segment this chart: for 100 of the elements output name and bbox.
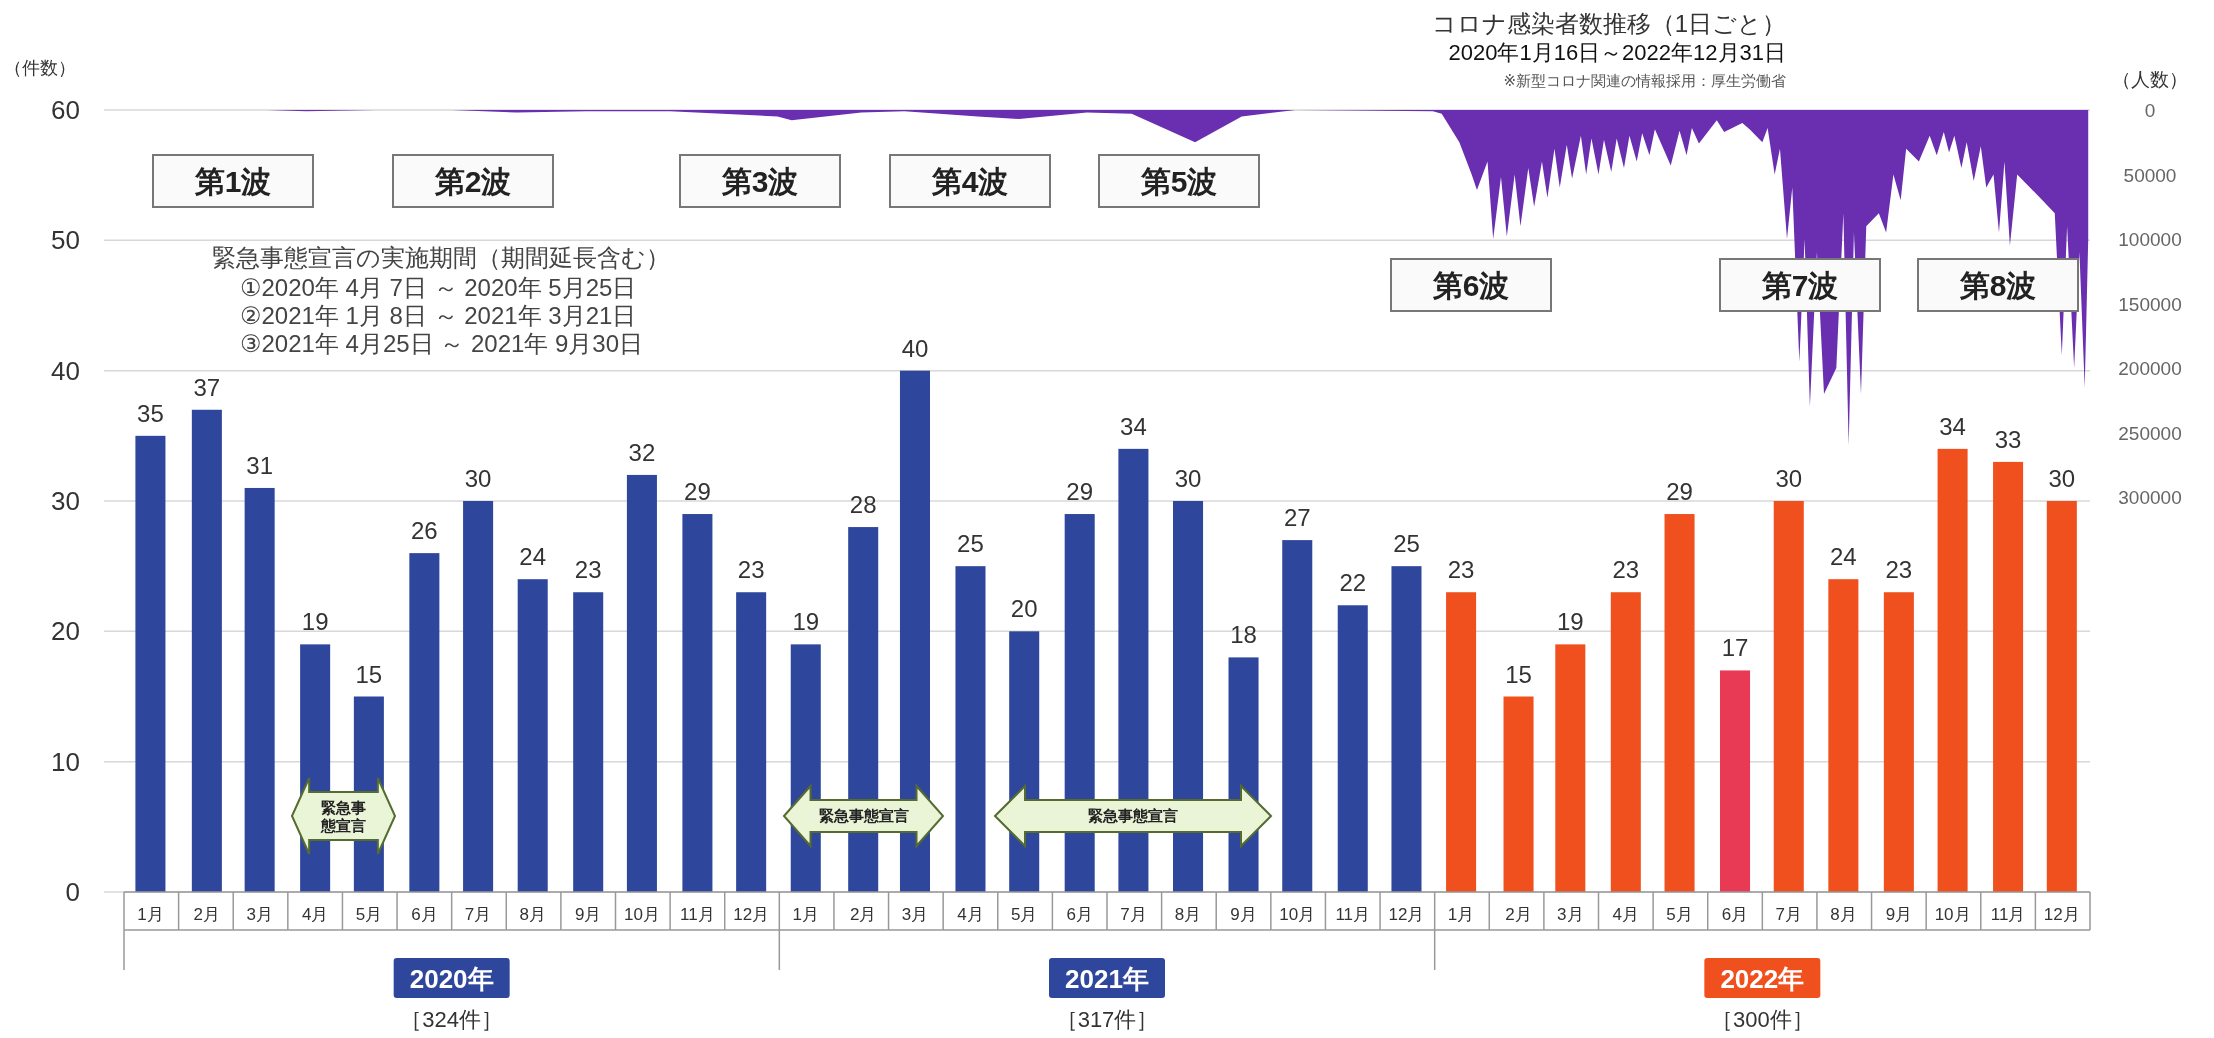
wave-box: 第7波 <box>1719 258 1881 312</box>
x-tick-label: 6月 <box>1066 905 1093 924</box>
x-tick-label: 5月 <box>1666 905 1693 924</box>
data-label: 30 <box>1174 465 1202 492</box>
x-tick-label: 10月 <box>1279 905 1316 924</box>
data-label: 35 <box>137 399 164 427</box>
data-label: 19 <box>1556 608 1584 636</box>
x-tick-label: 4月 <box>1612 905 1640 924</box>
chart-subtitle: 2020年1月16日～2022年12月31日 <box>1448 40 1786 65</box>
y2-tick-label: 100000 <box>2118 229 2182 251</box>
annotation: 第2波 <box>433 165 512 198</box>
annotation: 緊急事態宣言 <box>818 807 909 825</box>
x-tick-label: 4月 <box>301 905 329 924</box>
data-label: 23 <box>1885 556 1913 584</box>
x-tick-label: 6月 <box>1721 905 1749 924</box>
x-tick-label: 2月 <box>193 905 221 924</box>
data-label: 34 <box>1120 412 1147 440</box>
text: 2021年 <box>1065 964 1149 994</box>
data-label: 22 <box>1339 569 1367 597</box>
data-label: 24 <box>1830 543 1857 571</box>
x-tick-label: 9月 <box>1885 905 1913 924</box>
data-label: 30 <box>2048 465 2076 492</box>
x-tick-label: 5月 <box>1010 905 1038 924</box>
data-label: 19 <box>792 608 820 636</box>
x-tick-label: 1月 <box>1447 905 1475 924</box>
x-tick-label: 4月 <box>957 905 984 924</box>
x-tick-label: 2月 <box>1505 905 1532 924</box>
data-label: 19 <box>301 608 329 636</box>
annotation: ③2021年 4月25日 ～ 2021年 9月30日 <box>240 330 644 357</box>
x-tick-label: 3月 <box>1557 905 1584 924</box>
x-tick-label: 10月 <box>1934 905 1971 924</box>
x-tick-label: 1月 <box>792 905 819 924</box>
text: ※新型コロナ関連の情報採用：厚生労働省 <box>1503 72 1786 89</box>
data-label: 23 <box>1612 556 1640 584</box>
data-label: 28 <box>849 491 877 519</box>
data-label: 29 <box>684 478 711 506</box>
annotation: 第8波 <box>1958 269 2037 302</box>
data-label: 34 <box>1939 412 1966 440</box>
data-label: 40 <box>901 334 929 362</box>
y-tick-label: 10 <box>51 746 80 777</box>
x-tick-label: 12月 <box>1388 905 1425 924</box>
x-tick-label: 12月 <box>2043 905 2080 924</box>
x-tick-label: 3月 <box>901 905 929 924</box>
x-tick-label: 5月 <box>355 905 383 924</box>
y-tick-label: 30 <box>51 486 80 516</box>
data-label: 29 <box>1666 478 1693 506</box>
data-label: 20 <box>1010 595 1038 623</box>
wave-box: 第5波 <box>1098 154 1260 208</box>
data-label: 23 <box>1447 556 1475 584</box>
annotation: 第1波 <box>193 165 272 198</box>
chart-title: コロナ感染者数推移（1日ごと） <box>1431 10 1786 37</box>
data-label: 33 <box>1994 425 2022 453</box>
x-tick-label: 11月 <box>1990 905 2026 924</box>
data-label: 18 <box>1230 621 1257 649</box>
wave-box: 第1波 <box>152 154 314 208</box>
data-label: 24 <box>519 543 547 571</box>
data-label: 32 <box>628 438 656 466</box>
wave-box: 第6波 <box>1390 258 1552 312</box>
y2-tick-label: 0 <box>2144 100 2156 121</box>
data-label: 23 <box>737 556 765 584</box>
data-label: 30 <box>464 465 492 492</box>
y-tick-label: 40 <box>51 355 80 386</box>
wave-box: 第8波 <box>1917 258 2079 312</box>
annotation: ②2021年 1月 8日 ～ 2021年 3月21日 <box>240 302 637 329</box>
annotation: 緊急事態宣言 <box>1088 807 1178 825</box>
y-tick-label: 60 <box>51 95 80 125</box>
wave-box: 第2波 <box>392 154 554 208</box>
x-tick-label: 1月 <box>137 905 164 924</box>
y-axis-title: （件数） <box>4 58 76 78</box>
text: ［317件］ <box>1055 1007 1159 1032</box>
data-label: 15 <box>1505 660 1532 688</box>
x-tick-label: 8月 <box>519 905 546 924</box>
x-tick-label: 11月 <box>680 905 715 924</box>
data-label: 30 <box>1775 465 1803 492</box>
text: 2020年 <box>409 964 494 994</box>
y-tick-label: 0 <box>65 877 80 907</box>
x-tick-label: 6月 <box>411 905 438 924</box>
x-tick-label: 7月 <box>1775 905 1802 924</box>
x-tick-label: 9月 <box>1230 905 1257 924</box>
wave-box: 第4波 <box>889 154 1051 208</box>
x-tick-label: 12月 <box>733 905 770 924</box>
y2-tick-label: 250000 <box>2118 422 2182 444</box>
data-label: 27 <box>1283 504 1311 532</box>
data-label: 25 <box>1393 530 1420 558</box>
x-tick-label: 10月 <box>623 905 660 924</box>
y2-tick-label: 150000 <box>2118 293 2182 315</box>
data-label: 17 <box>1721 634 1749 662</box>
data-label: 31 <box>246 451 273 479</box>
annotation: 第7波 <box>1760 269 1839 302</box>
data-label: 23 <box>574 556 602 584</box>
text: ［324件］ <box>400 1007 504 1032</box>
data-label: 26 <box>411 517 438 545</box>
x-tick-label: 8月 <box>1174 905 1202 924</box>
wave-box: 第3波 <box>679 154 841 208</box>
text: 2022年 <box>1720 964 1805 994</box>
annotation: 第5波 <box>1139 165 1218 198</box>
data-label: 29 <box>1066 478 1094 506</box>
x-tick-label: 9月 <box>574 905 602 924</box>
y2-tick-label: 300000 <box>2118 487 2182 509</box>
y2-axis-title: （人数） <box>2112 69 2188 90</box>
